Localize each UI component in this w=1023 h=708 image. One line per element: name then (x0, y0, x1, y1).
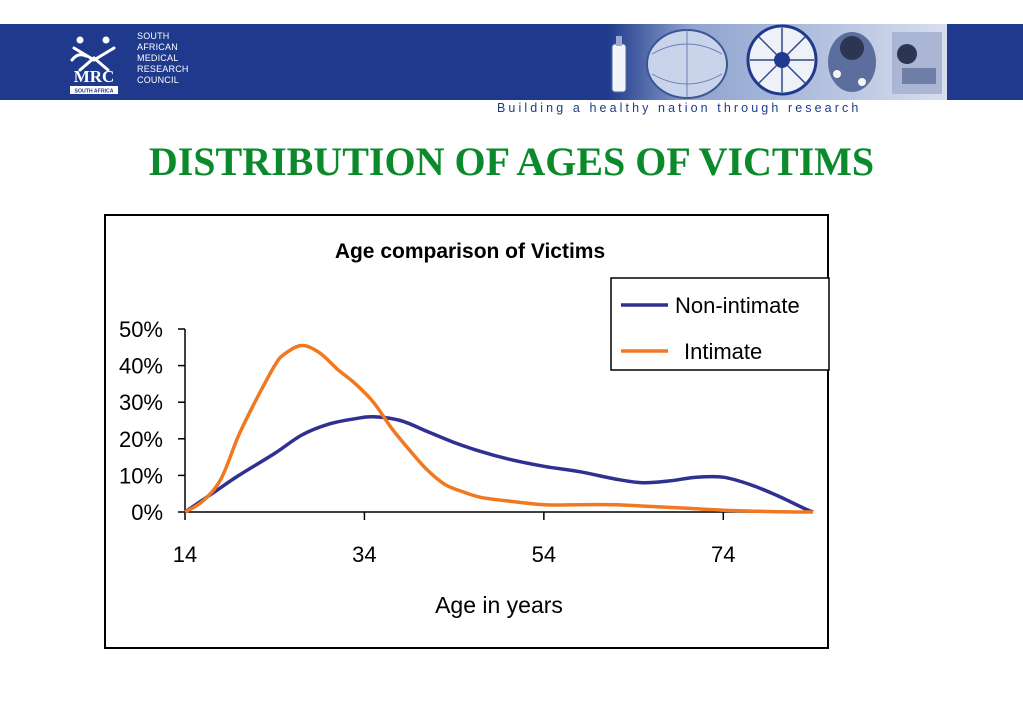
x-axis-label: Age in years (435, 592, 563, 618)
x-tick-label: 34 (352, 542, 376, 567)
y-tick-label: 20% (119, 427, 163, 452)
org-line: MEDICAL (137, 53, 179, 63)
x-tick-label: 74 (711, 542, 735, 567)
chart-title: Age comparison of Victims (335, 240, 605, 263)
org-line: AFRICAN (137, 42, 178, 52)
legend-label: Non-intimate (675, 293, 800, 318)
logo-subtext: SOUTH AFRICA (75, 89, 114, 95)
legend-label: Intimate (684, 339, 762, 364)
x-tick-label: 14 (173, 542, 197, 567)
logo-text: MRC (74, 67, 115, 86)
y-tick-label: 0% (131, 500, 163, 525)
tagline: Building a healthy nation through resear… (497, 101, 862, 115)
x-tick-label: 54 (532, 542, 556, 567)
y-tick-label: 40% (119, 354, 163, 379)
line-chart: Age comparison of Victims 0% 10% 20% 30% 40% 5… (119, 240, 830, 618)
slide-title: DISTRIBUTION OF AGES OF VICTIMS (148, 139, 875, 184)
chart-frame: Age comparison of Victims 0% 10% 20% 30% 40% 5… (104, 214, 830, 649)
org-line: RESEARCH (137, 64, 189, 74)
series-line-non-intimate (184, 414, 814, 514)
series-line-intimate (184, 343, 814, 514)
y-tick-label: 50% (119, 317, 163, 342)
mrc-logo: MRC SOUTH AFRICA (70, 36, 118, 95)
org-line: SOUTH (137, 31, 170, 41)
y-tick-label: 10% (119, 463, 163, 488)
org-line: COUNCIL (137, 75, 179, 85)
banner-photo-collage (607, 24, 947, 100)
organization-name: SOUTH AFRICAN MEDICAL RESEARCH COUNCIL (137, 31, 189, 86)
y-tick-label: 30% (119, 390, 163, 415)
legend-box (610, 277, 830, 371)
